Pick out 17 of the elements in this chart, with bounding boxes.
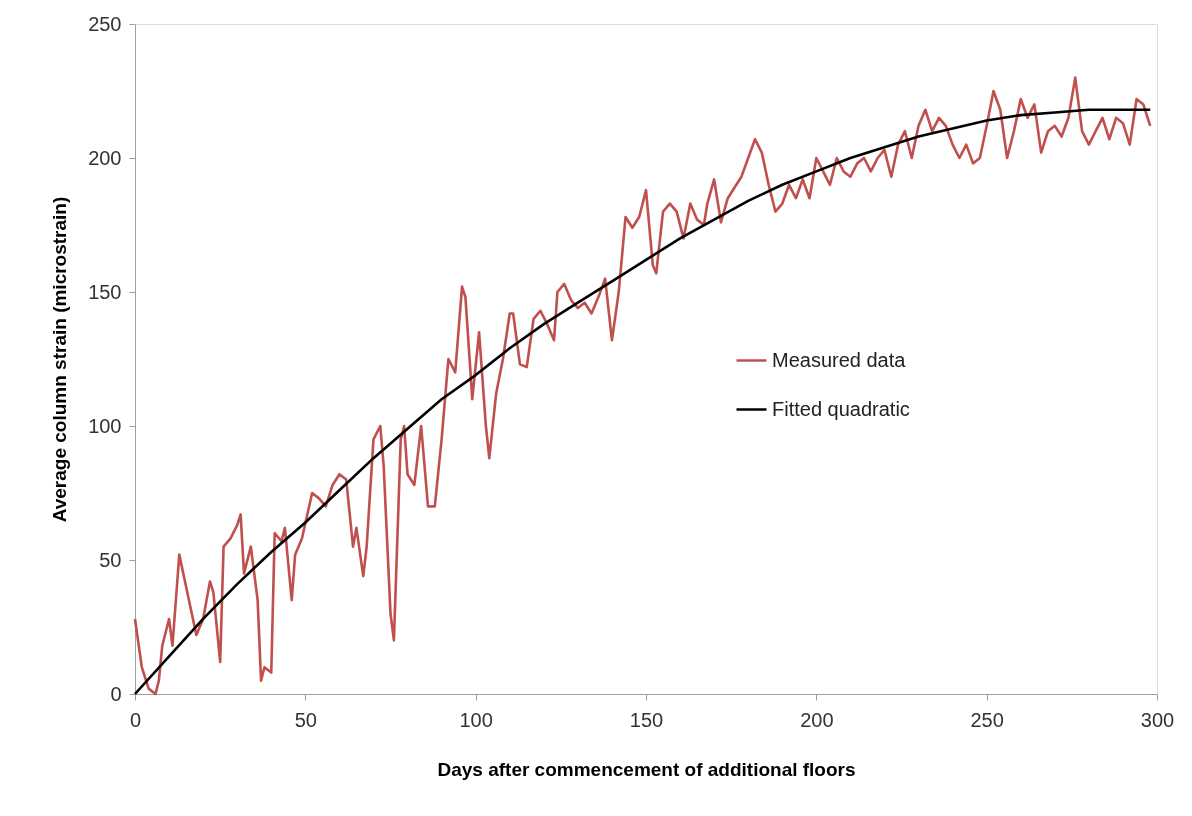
y-tick-label: 150 (88, 280, 122, 303)
x-tick-label: 250 (970, 708, 1004, 731)
x-tick-label: 150 (629, 708, 664, 731)
x-axis-title: Days after commencement of additional floors (437, 758, 856, 780)
x-tick-label: 100 (459, 708, 493, 731)
x-tick-label: 300 (1140, 708, 1175, 731)
legend-label: Fitted quadratic (772, 397, 910, 420)
x-tick-label: 50 (294, 708, 317, 731)
legend-label: Measured data (772, 348, 907, 371)
x-tick-label: 200 (800, 708, 834, 731)
y-tick-label: 200 (88, 146, 122, 169)
y-tick-label: 250 (88, 12, 122, 35)
y-tick-label: 100 (88, 414, 122, 437)
x-tick-label: 0 (129, 708, 142, 731)
y-tick-label: 50 (99, 548, 122, 571)
y-tick-label: 0 (110, 682, 122, 705)
y-axis-title: Average column strain (microstrain) (49, 196, 71, 523)
